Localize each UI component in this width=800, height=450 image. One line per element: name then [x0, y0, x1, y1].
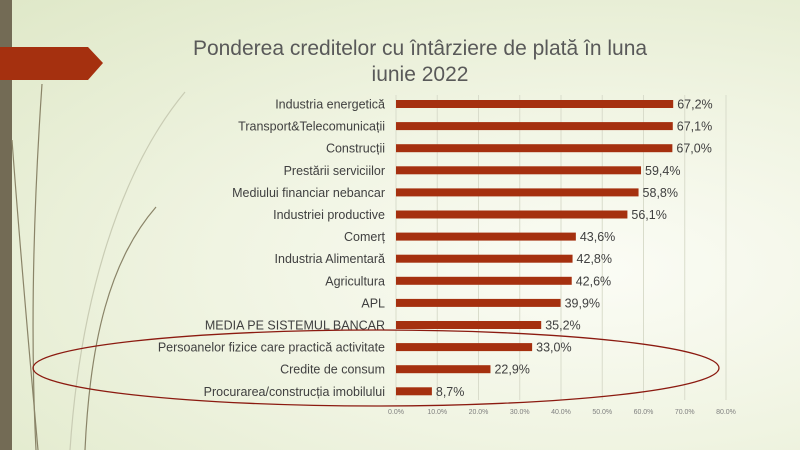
- bar: [396, 232, 576, 241]
- title-line-2: iunie 2022: [371, 63, 469, 86]
- category-label: Industria energetică: [275, 98, 385, 112]
- bar: [396, 100, 674, 108]
- category-label: Credite de consum: [280, 363, 385, 377]
- bar: [396, 343, 533, 352]
- x-tick-label: 60.0%: [634, 409, 654, 416]
- bar: [396, 298, 561, 307]
- x-tick-label: 80.0%: [716, 409, 736, 416]
- data-label: 56,1%: [631, 208, 666, 222]
- x-tick-label: 30.0%: [510, 409, 530, 416]
- x-tick-label: 10.0%: [427, 409, 447, 416]
- bar: [396, 365, 491, 374]
- data-label: 42,6%: [576, 274, 611, 288]
- category-label: Prestării serviciilor: [284, 164, 385, 178]
- bar: [396, 387, 432, 396]
- bar: [396, 122, 673, 131]
- bar: [396, 210, 628, 219]
- category-label: Industria Alimentară: [275, 252, 386, 266]
- bar: [396, 166, 642, 175]
- category-label: Agricultura: [325, 274, 385, 288]
- category-label: Comerț: [344, 230, 386, 244]
- category-label: Construcții: [326, 142, 385, 156]
- category-label: Transport&Telecomunicații: [238, 120, 385, 134]
- x-tick-label: 40.0%: [551, 409, 571, 416]
- highlight-ellipse: [32, 329, 720, 407]
- data-label: 39,9%: [565, 296, 600, 310]
- chart-title: Ponderea creditelor cu întârziere de pla…: [160, 36, 680, 88]
- category-label: Procurarea/construcția imobilului: [204, 385, 385, 399]
- left-strip: [0, 0, 12, 450]
- category-label: Industriei productive: [273, 208, 385, 222]
- data-label: 22,9%: [494, 363, 529, 377]
- x-tick-label: 20.0%: [469, 409, 489, 416]
- bar: [396, 321, 542, 329]
- data-label: 42,8%: [577, 252, 612, 266]
- data-label: 58,8%: [643, 186, 678, 200]
- x-tick-label: 0.0%: [388, 409, 404, 416]
- data-label: 67,2%: [677, 98, 712, 112]
- bar: [396, 144, 673, 153]
- x-tick-label: 70.0%: [675, 409, 695, 416]
- category-label: Persoanelor fizice care practică activit…: [158, 341, 385, 355]
- category-label: APL: [361, 296, 385, 310]
- arrow-banner: [0, 47, 103, 80]
- data-label: 67,1%: [677, 120, 712, 134]
- data-label: 8,7%: [436, 385, 465, 399]
- data-label: 33,0%: [536, 341, 571, 355]
- decorative-curves: [11, 83, 186, 450]
- bars: Industria energetică 67,2% Transport&Telec…: [158, 98, 713, 399]
- title-line-1: Ponderea creditelor cu întârziere de pla…: [192, 37, 648, 60]
- data-label: 59,4%: [645, 164, 680, 178]
- category-label: MEDIA PE SISTEMUL BANCAR: [205, 319, 385, 333]
- bar: [396, 188, 639, 197]
- data-label: 43,6%: [580, 230, 615, 244]
- data-label: 35,2%: [545, 319, 580, 333]
- bar: [396, 276, 572, 285]
- bar: [396, 254, 573, 263]
- data-label: 67,0%: [676, 142, 711, 156]
- category-label: Mediului financiar nebancar: [232, 186, 385, 200]
- x-tick-label: 50.0%: [592, 409, 612, 416]
